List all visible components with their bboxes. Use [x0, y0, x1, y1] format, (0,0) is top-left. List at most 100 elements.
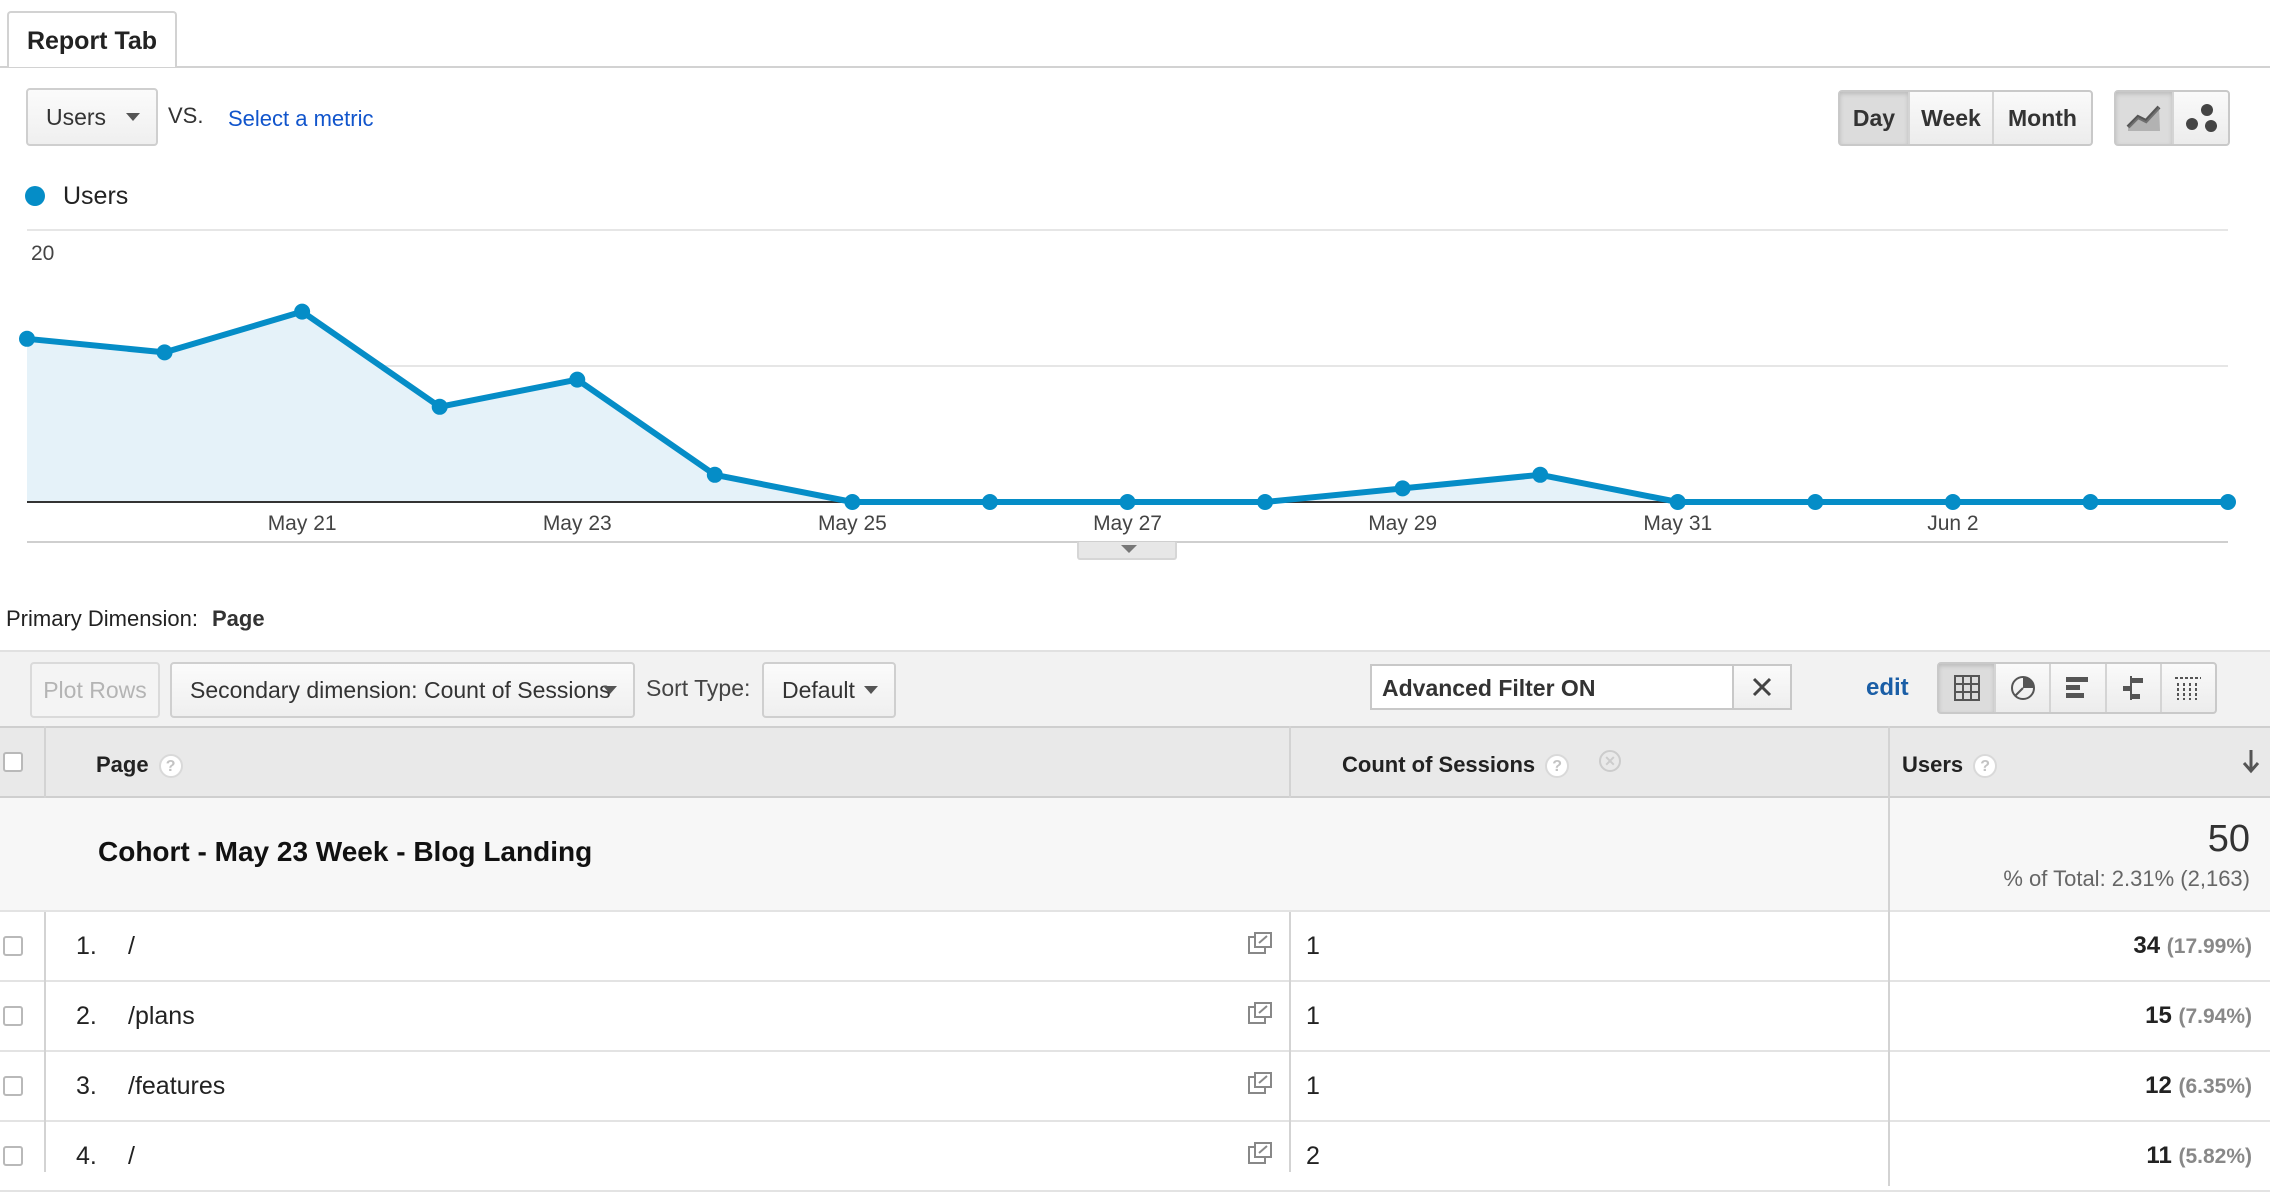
data-point [706, 466, 723, 483]
open-link-icon[interactable] [1248, 1072, 1272, 1094]
primary-dimension-page[interactable]: Page [212, 606, 265, 631]
data-point [1944, 494, 1961, 510]
row-users: 34 (17.99%) [2133, 932, 2252, 960]
chevron-down-icon [864, 686, 878, 694]
segment-row: Cohort - May 23 Week - Blog Landing 50 %… [0, 798, 2270, 912]
pie-view-button[interactable] [1994, 664, 2049, 712]
data-point [2220, 494, 2236, 510]
tab-report[interactable]: Report Tab [7, 11, 177, 67]
data-point [569, 371, 586, 388]
legend-dot-users [25, 186, 45, 206]
row-checkbox[interactable] [3, 936, 23, 956]
data-point [1532, 466, 1549, 483]
row-users-pct: (7.94%) [2178, 1005, 2252, 1028]
segment-users-pct: % of Total: 2.31% (2,163) [2003, 866, 2250, 891]
motion-chart-button[interactable] [2172, 92, 2228, 144]
row-users-value: 34 [2133, 932, 2161, 959]
sort-type-dropdown[interactable]: Default [762, 662, 896, 718]
select-all-checkbox[interactable] [3, 752, 23, 772]
help-icon[interactable]: ? [1545, 754, 1570, 779]
table-view-button[interactable] [1939, 664, 1995, 712]
header-count-of-sessions[interactable]: Count of Sessions? [1342, 752, 1570, 779]
primary-dimension-label: Primary Dimension: [6, 606, 198, 631]
line-chart-button[interactable] [2116, 92, 2172, 144]
advanced-filter-input[interactable]: Advanced Filter ON [1370, 664, 1792, 710]
area-fill [27, 311, 2228, 502]
week-button[interactable]: Week [1908, 92, 1992, 144]
row-sessions: 1 [1306, 932, 1320, 960]
comparison-view-icon [2123, 676, 2144, 700]
chevron-down-icon [603, 686, 617, 694]
open-link-icon[interactable] [1248, 932, 1272, 954]
row-index: 3. [76, 1072, 97, 1100]
x-tick-label: May 29 [1368, 512, 1437, 535]
row-page-link[interactable]: /features [128, 1072, 226, 1100]
x-tick-label: May 23 [543, 512, 612, 535]
row-checkbox[interactable] [3, 1006, 23, 1026]
clear-filter-button[interactable] [1732, 666, 1790, 708]
table-row: 1. / 1 34 (17.99%) [0, 912, 2270, 982]
pivot-view-icon [2175, 677, 2202, 700]
open-link-icon[interactable] [1248, 1002, 1272, 1024]
column-divider [1888, 726, 1890, 1186]
row-page-link[interactable]: / [128, 1142, 135, 1170]
x-tick-label: May 21 [268, 512, 337, 535]
advanced-filter-value: Advanced Filter ON [1382, 675, 1596, 701]
data-point [1669, 494, 1686, 510]
table-view-icon [1953, 675, 1980, 701]
row-users-pct: (17.99%) [2166, 935, 2252, 958]
row-users-value: 12 [2145, 1072, 2172, 1099]
period-button-group: Day Week Month [1838, 90, 2093, 146]
chart-collapse-handle[interactable] [1077, 542, 1177, 560]
bar-view-icon [2065, 677, 2088, 698]
row-users: 15 (7.94%) [2145, 1002, 2252, 1030]
remove-dimension-icon[interactable]: ✕ [1599, 750, 1621, 772]
table-header: Page? Count of Sessions? ✕ Users? [0, 726, 2270, 798]
sort-descending-icon[interactable] [2241, 748, 2261, 774]
help-icon[interactable]: ? [158, 754, 183, 779]
month-button[interactable]: Month [1992, 92, 2091, 144]
data-point [1257, 494, 1274, 510]
header-users[interactable]: Users? [1902, 752, 1998, 779]
secondary-dimension-dropdown[interactable]: Secondary dimension: Count of Sessions [170, 662, 635, 718]
row-checkbox[interactable] [3, 1076, 23, 1096]
plot-rows-button[interactable]: Plot Rows [30, 662, 160, 718]
data-point [981, 494, 998, 510]
day-button[interactable]: Day [1840, 92, 1908, 144]
data-point [2082, 494, 2099, 510]
header-page[interactable]: Page? [96, 752, 183, 779]
row-checkbox[interactable] [3, 1146, 23, 1166]
table-row: 2. /plans 1 15 (7.94%) [0, 982, 2270, 1052]
row-page-link[interactable]: / [128, 932, 135, 960]
select-metric-link[interactable]: Select a metric [228, 106, 374, 131]
table-row: 4. / 2 11 (5.82%) [0, 1122, 2270, 1192]
x-tick-label: May 25 [818, 512, 887, 535]
chart-type-button-group [2114, 90, 2230, 146]
help-icon[interactable]: ? [1973, 754, 1998, 779]
row-users: 11 (5.82%) [2146, 1142, 2252, 1170]
close-icon [1752, 677, 1772, 697]
table-row: 3. /features 1 12 (6.35%) [0, 1052, 2270, 1122]
row-index: 4. [76, 1142, 97, 1170]
row-users: 12 (6.35%) [2145, 1072, 2252, 1100]
metric-dropdown[interactable]: Users [26, 88, 158, 146]
data-point [19, 330, 35, 347]
edit-filter-link[interactable]: edit [1866, 674, 1909, 701]
row-index: 2. [76, 1002, 97, 1030]
row-users-value: 15 [2145, 1002, 2172, 1029]
y-tick-label: 20 [31, 242, 54, 265]
comparison-view-button[interactable] [2104, 664, 2160, 712]
row-page-link[interactable]: /plans [128, 1002, 195, 1030]
column-divider [1289, 726, 1291, 798]
header-users-label: Users [1902, 752, 1964, 777]
data-point [1807, 494, 1824, 510]
view-type-button-group [1937, 662, 2217, 714]
bar-view-button[interactable] [2049, 664, 2104, 712]
column-divider [44, 726, 46, 798]
secondary-dimension-label: Secondary dimension: Count of Sessions [190, 677, 611, 703]
open-link-icon[interactable] [1248, 1142, 1272, 1164]
column-divider [1289, 912, 1291, 1172]
pivot-view-button[interactable] [2159, 664, 2215, 712]
header-page-label: Page [96, 752, 149, 777]
sort-type-label: Sort Type: [646, 675, 751, 701]
